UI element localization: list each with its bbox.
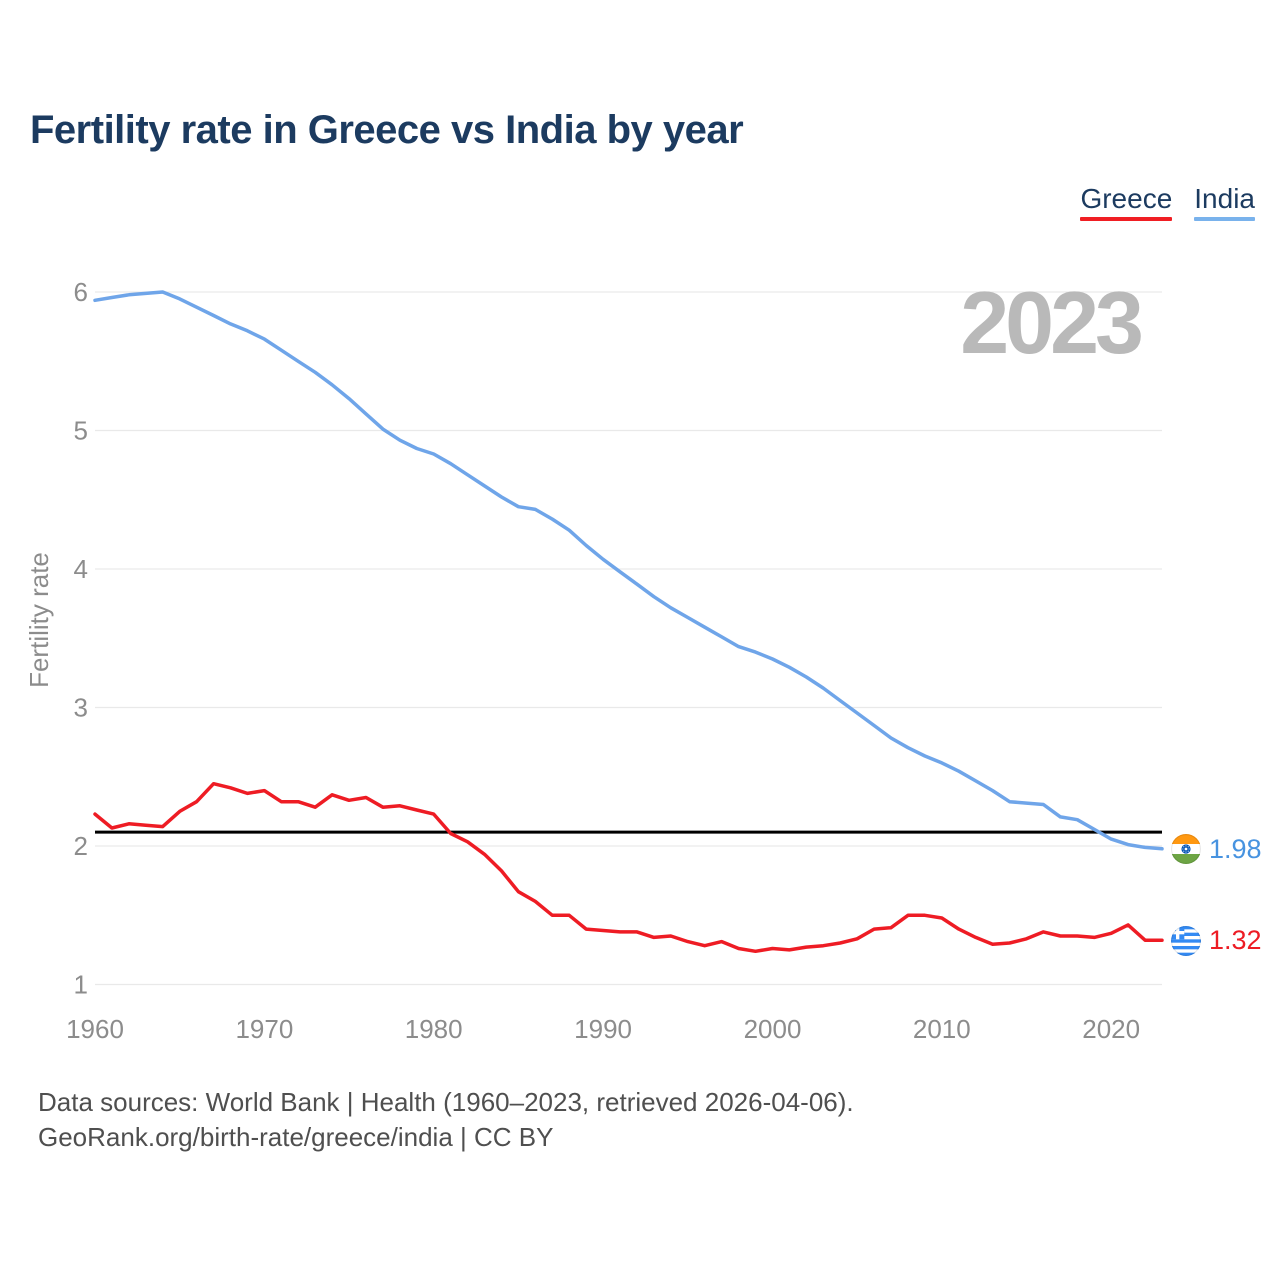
greece-flag-icon [1171, 925, 1201, 956]
legend-underline-greece [1080, 217, 1173, 221]
india-end-label: 1.98 [1171, 834, 1262, 865]
legend-item-greece[interactable]: Greece [1080, 183, 1173, 221]
legend-item-india[interactable]: India [1194, 183, 1255, 221]
x-tick-label-1990: 1990 [574, 1014, 632, 1044]
y-tick-label-2: 2 [74, 831, 88, 861]
series-line-greece[interactable] [93, 781, 1164, 954]
y-tick-label-1: 1 [74, 970, 88, 1000]
y-tick-label-5: 5 [74, 416, 88, 446]
y-axis-title: Fertility rate [24, 552, 54, 688]
legend-label-india: India [1194, 183, 1255, 214]
x-tick-label-2000: 2000 [744, 1014, 802, 1044]
greece-end-value: 1.32 [1209, 925, 1262, 956]
x-tick-label-1970: 1970 [235, 1014, 293, 1044]
legend: Greece India [1080, 183, 1255, 221]
series-line-india[interactable] [93, 290, 1164, 851]
legend-label-greece: Greece [1080, 183, 1173, 214]
legend-underline-india [1194, 217, 1255, 221]
y-tick-label-3: 3 [74, 693, 88, 723]
x-tick-label-1980: 1980 [405, 1014, 463, 1044]
x-tick-label-1960: 1960 [66, 1014, 124, 1044]
india-flag-icon [1171, 834, 1201, 865]
watermark-year: 2023 [960, 273, 1141, 372]
y-tick-label-4: 4 [74, 554, 88, 584]
page-title: Fertility rate in Greece vs India by yea… [30, 108, 744, 152]
india-end-value: 1.98 [1209, 833, 1262, 864]
x-tick-label-2010: 2010 [913, 1014, 971, 1044]
greece-end-label: 1.32 [1171, 925, 1262, 956]
y-tick-label-6: 6 [74, 277, 88, 307]
footer-line2: GeoRank.org/birth-rate/greece/india | CC… [38, 1122, 554, 1152]
footer: Data sources: World Bank | Health (1960–… [38, 1085, 854, 1155]
footer-line1: Data sources: World Bank | Health (1960–… [38, 1087, 854, 1117]
x-tick-label-2020: 2020 [1082, 1014, 1140, 1044]
